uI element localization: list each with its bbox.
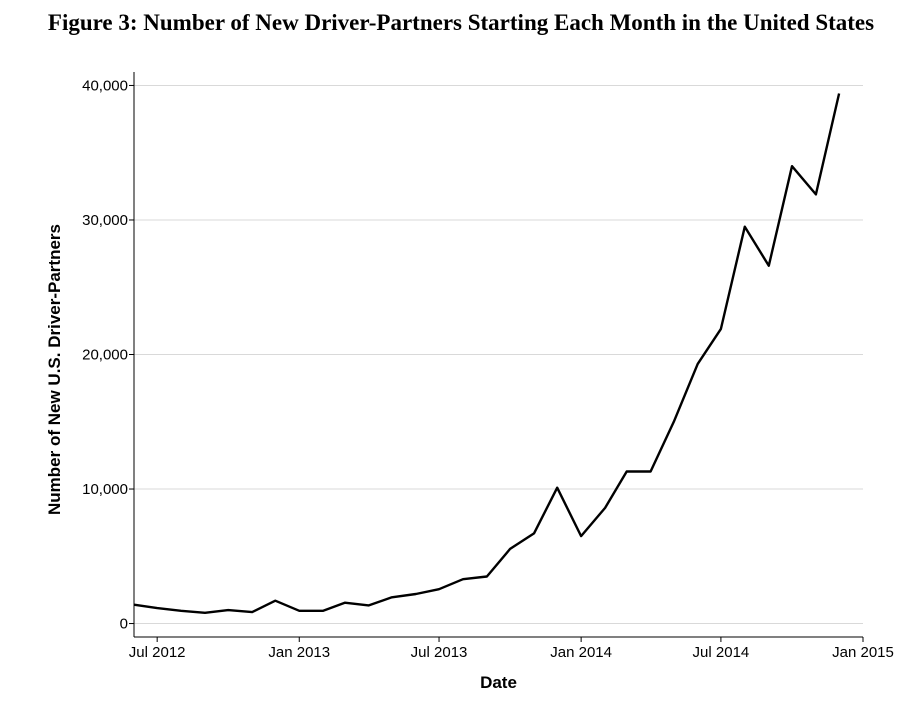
- x-tick-label: Jul 2012: [129, 644, 186, 661]
- figure-title: Figure 3: Number of New Driver-Partners …: [47, 10, 875, 35]
- axes: [129, 72, 864, 642]
- x-axis-title: Date: [480, 673, 517, 692]
- y-tick-label: 10,000: [82, 481, 128, 498]
- y-tick-label: 0: [120, 616, 128, 633]
- y-tick-label: 40,000: [82, 77, 128, 94]
- x-tick-label: Jul 2014: [693, 644, 750, 661]
- y-tick-label: 30,000: [82, 212, 128, 229]
- x-tick-label: Jan 2013: [268, 644, 330, 661]
- x-tick-label: Jul 2013: [411, 644, 468, 661]
- y-axis-title: Number of New U.S. Driver-Partners: [45, 224, 64, 515]
- tick-labels: 0 10,000 20,000 30,000 40,000 Jul 2012 Jan 201…: [82, 77, 894, 661]
- series-line: [133, 93, 841, 614]
- series-layer: [133, 93, 841, 614]
- gridlines: [134, 84, 863, 625]
- y-tick-label: 20,000: [82, 347, 128, 364]
- x-tick-label: Jan 2014: [550, 644, 612, 661]
- x-tick-label: Jan 2015: [832, 644, 894, 661]
